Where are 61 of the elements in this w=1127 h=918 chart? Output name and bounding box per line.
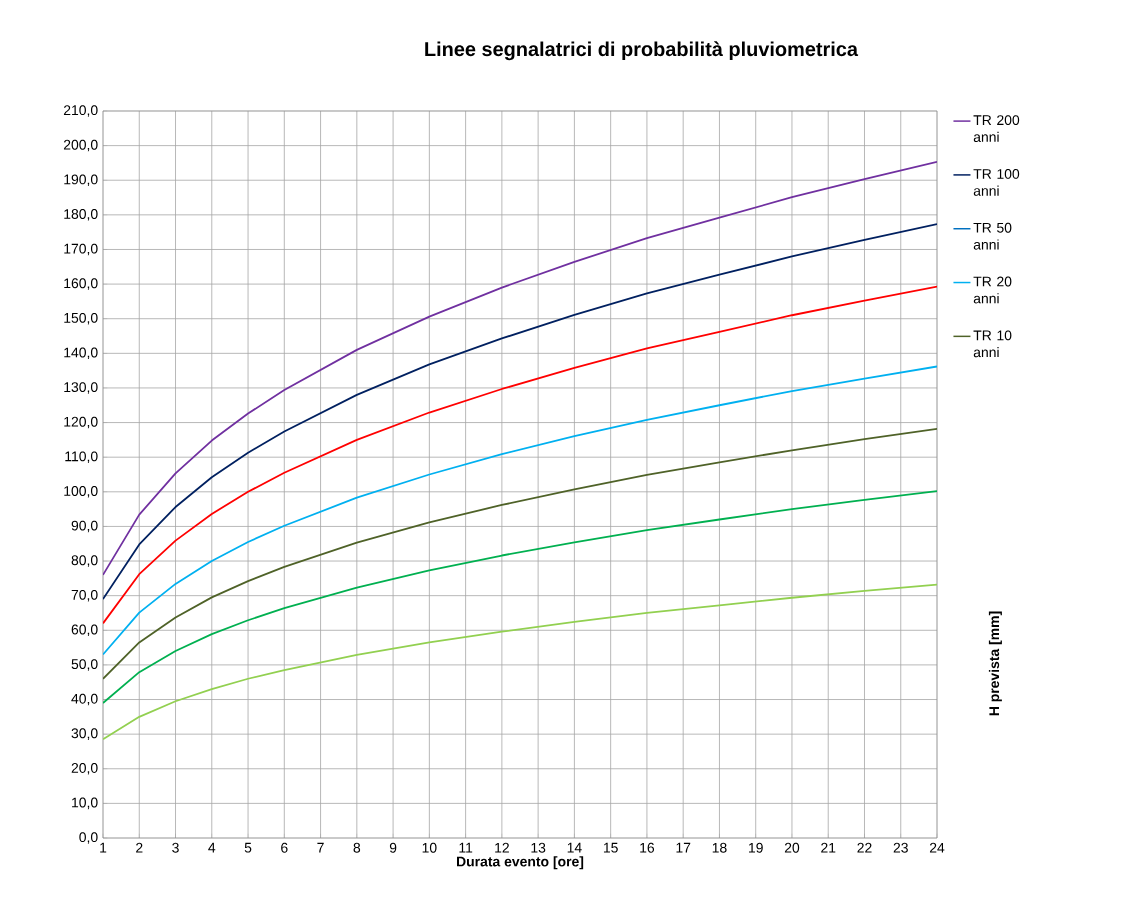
line-series <box>103 583 938 741</box>
x-tick-label: 8 <box>353 842 361 853</box>
chart-title: Linee segnalatrici di probabilità pluviometrica <box>425 41 859 61</box>
y-tick-label: 210,0 <box>63 105 98 117</box>
y-axis-title: H prevista [mm] <box>988 611 1002 716</box>
line-series <box>103 365 938 656</box>
x-tick-label: 22 <box>857 842 872 853</box>
y-tick-label: 140,0 <box>64 347 98 360</box>
x-tick-label: 15 <box>603 842 618 853</box>
y-tick-label: 170,0 <box>64 243 98 256</box>
y-tick-label: 80,0 <box>71 555 98 567</box>
x-tick-label: 5 <box>244 842 252 853</box>
line-series <box>103 223 938 601</box>
legend-label: TR 50 anni <box>973 222 1012 250</box>
y-tick-label: 190,0 <box>64 174 98 186</box>
y-tick-label: 100,0 <box>64 486 98 498</box>
x-tick-label: 24 <box>929 842 945 853</box>
x-tick-label: 16 <box>640 842 655 853</box>
y-tick-label: 50,0 <box>71 659 98 671</box>
x-axis-title: Durata evento [ore] <box>457 856 584 870</box>
y-tick-label: 20,0 <box>71 762 98 775</box>
y-tick-label: 160,0 <box>64 278 98 290</box>
x-tick-label: 11 <box>459 842 473 853</box>
y-tick-label: 180,0 <box>64 209 98 221</box>
y-tick-label: 70,0 <box>71 589 98 602</box>
y-tick-label: 30,0 <box>71 728 98 740</box>
y-tick-label: 60,0 <box>71 624 98 637</box>
line-series <box>103 160 938 576</box>
x-tick-label: 13 <box>531 842 546 853</box>
legend-label: TR 20 anni <box>973 276 1012 304</box>
x-tick-label: 10 <box>422 842 437 853</box>
line-series <box>103 427 938 680</box>
legend-label: TR 10 anni <box>973 330 1012 358</box>
x-tick-label: 12 <box>495 842 509 853</box>
x-tick-label: 19 <box>749 842 763 853</box>
y-tick-label: 120,0 <box>64 416 98 429</box>
y-tick-label: 110,0 <box>65 451 98 463</box>
x-tick-label: 21 <box>821 842 836 853</box>
x-tick-label: 7 <box>317 842 324 853</box>
x-tick-label: 9 <box>389 842 397 853</box>
x-tick-label: 6 <box>281 842 288 853</box>
x-tick-label: 1 <box>100 842 107 853</box>
x-tick-label: 14 <box>567 842 582 853</box>
line-series <box>103 285 938 625</box>
x-tick-label: 23 <box>893 842 908 853</box>
y-tick-label: 150,0 <box>64 312 98 325</box>
y-tick-label: 0,0 <box>79 832 98 844</box>
legend-label: TR 100 anni <box>973 168 1020 196</box>
line-series <box>103 490 938 704</box>
y-tick-label: 130,0 <box>64 382 98 394</box>
x-tick-label: 18 <box>712 842 727 853</box>
y-tick-label: 40,0 <box>71 693 98 706</box>
y-tick-label: 90,0 <box>71 520 98 533</box>
legend-label: TR 200 anni <box>973 115 1020 142</box>
x-tick-label: 2 <box>136 842 143 853</box>
x-tick-label: 20 <box>784 842 800 853</box>
x-tick-label: 3 <box>172 842 179 853</box>
y-tick-label: 200,0 <box>63 139 98 152</box>
y-tick-label: 10,0 <box>72 797 98 810</box>
x-tick-label: 17 <box>676 842 691 853</box>
x-tick-label: 4 <box>208 842 216 853</box>
